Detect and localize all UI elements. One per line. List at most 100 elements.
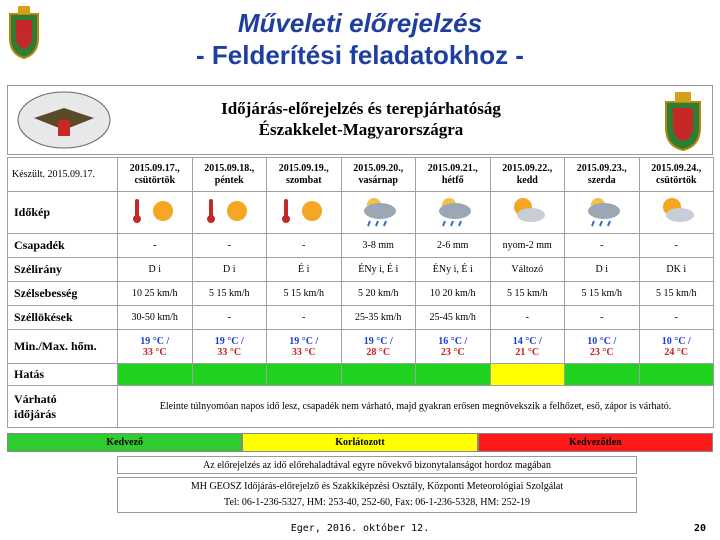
weekday: csütörtök [655,174,697,186]
legend-item: Kedvezőtlen [477,433,713,452]
note: Az előrejelzés az idő előrehaladtával eg… [117,456,637,474]
page-number: 20 [693,523,706,534]
cell: 3-8 mm [340,233,416,258]
sky-cell [489,191,565,234]
date: 2015.09.21., [427,162,478,174]
date: 2015.09.24., [651,162,702,174]
label-line: Várható [14,391,57,406]
temp-max: 28 °C [366,346,391,358]
weekday: péntek [214,174,244,186]
contact-line: MH GEOSZ Időjárás-előrejelző és Szakkiké… [190,481,564,492]
data-row: Széllökések 30-50 km/h - -25-35 km/h 25-45 k… [7,305,714,330]
temp-cell: 19 °C /33 °C [117,329,193,364]
sky-cell [638,191,714,234]
temp-max: 21 °C [515,346,540,358]
cell: É i [266,257,342,282]
cell: - [564,233,640,258]
temp-min: 16 °C / [438,335,468,347]
cell: 10 20 km/h [415,281,491,306]
cell: 5 20 km/h [340,281,416,306]
row-label: Időkép [7,191,118,234]
date-cell: 2015.09.23., szerda [564,157,640,192]
logo-right [665,92,701,152]
temp-min: 19 °C / [363,335,393,347]
sky-row: Időkép [7,191,714,234]
temp-cell: 14 °C /21 °C [489,329,565,364]
footer-date: Eger, 2016. október 12. [290,523,430,534]
outlook-text: Eleinte túlnyomóan napos idő lesz, csapa… [117,385,714,428]
cell: - [191,305,267,330]
date-cell: 2015.09.24., csütörtök [638,157,714,192]
sky-icon [364,198,397,227]
row-label: Széllökések [7,305,118,330]
temp-max: 23 °C [589,346,614,358]
impact-row: Hatás [7,363,714,386]
sky-cell [117,191,193,234]
cell: 25-35 km/h [340,305,416,330]
date: 2015.09.19., [278,162,329,174]
cell: - [266,233,342,258]
issued: Készült. 2015.09.17. [7,157,118,192]
impact-cell [191,363,267,386]
impact-cell [266,363,342,386]
cell: - [638,305,714,330]
sky-cell [564,191,640,234]
temp-min: 19 °C / [140,335,170,347]
weekday: szerda [587,174,616,186]
outlook-row: Várható időjárás Eleinte túlnyomóan napos … [7,385,714,428]
cell: - [638,233,714,258]
temp-min: 19 °C / [289,335,319,347]
cell: ÉNy i, É i [415,257,491,282]
cell: - [489,305,565,330]
date: 2015.09.17., [129,162,180,174]
row-label: Várható időjárás [7,385,118,428]
legend-item: Kedvező [7,433,243,452]
impact-cell [638,363,714,386]
date-cell: 2015.09.19., szombat [266,157,342,192]
row-label: Szélirány [7,257,118,282]
temp-max: 33 °C [291,346,316,358]
weekday: csütörtök [134,174,176,186]
cell: 5 15 km/h [191,281,267,306]
temp-min: 10 °C / [661,335,691,347]
cell: 5 15 km/h [564,281,640,306]
temp-min: 19 °C / [214,335,244,347]
cell: - [191,233,267,258]
sky-icon [663,198,695,222]
temp-max: 23 °C [440,346,465,358]
sky-icon [132,199,173,223]
contact-box: MH GEOSZ Időjárás-előrejelző és Szakkiké… [117,477,637,513]
temp-cell: 19 °C /33 °C [266,329,342,364]
sky-icon [438,198,471,227]
cell: ÉNy i, É i [340,257,416,282]
row-label: Min./Max. hőm. [7,329,118,364]
data-row: Csapadék - - -3-8 mm 2-6 mm nyom-2 mm - - [7,233,714,258]
cell: 5 15 km/h [638,281,714,306]
date: 2015.09.22., [502,162,553,174]
legend-item: Korlátozott [242,433,478,452]
forecast-table: Készült. 2015.09.17. 2015.09.17., csütörtö… [7,157,714,428]
label-line: időjárás [14,406,56,421]
cell: 2-6 mm [415,233,491,258]
date: 2015.09.20., [353,162,404,174]
heading-line: Északkelet-Magyarországra [258,120,464,139]
impact-cell [117,363,193,386]
weekday: kedd [516,174,538,186]
row-label: Csapadék [7,233,118,258]
temp-cell: 19 °C /33 °C [191,329,267,364]
temp-cell: 10 °C /23 °C [564,329,640,364]
temp-cell: 19 °C /28 °C [340,329,416,364]
temperature-row: Min./Max. hőm. 19 °C /33 °C 19 °C /33 °C 19… [7,329,714,364]
cell: - [564,305,640,330]
date-cell: 2015.09.18., péntek [191,157,267,192]
cell: D i [564,257,640,282]
heading-line: Időjárás-előrejelzés és terepjárhatóság [221,99,501,118]
temp-min: 10 °C / [587,335,617,347]
logo-left [17,91,111,149]
sky-cell [415,191,491,234]
cell: - [266,305,342,330]
cell: 25-45 km/h [415,305,491,330]
cell: DK i [638,257,714,282]
temp-cell: 16 °C /23 °C [415,329,491,364]
sky-cell [191,191,267,234]
